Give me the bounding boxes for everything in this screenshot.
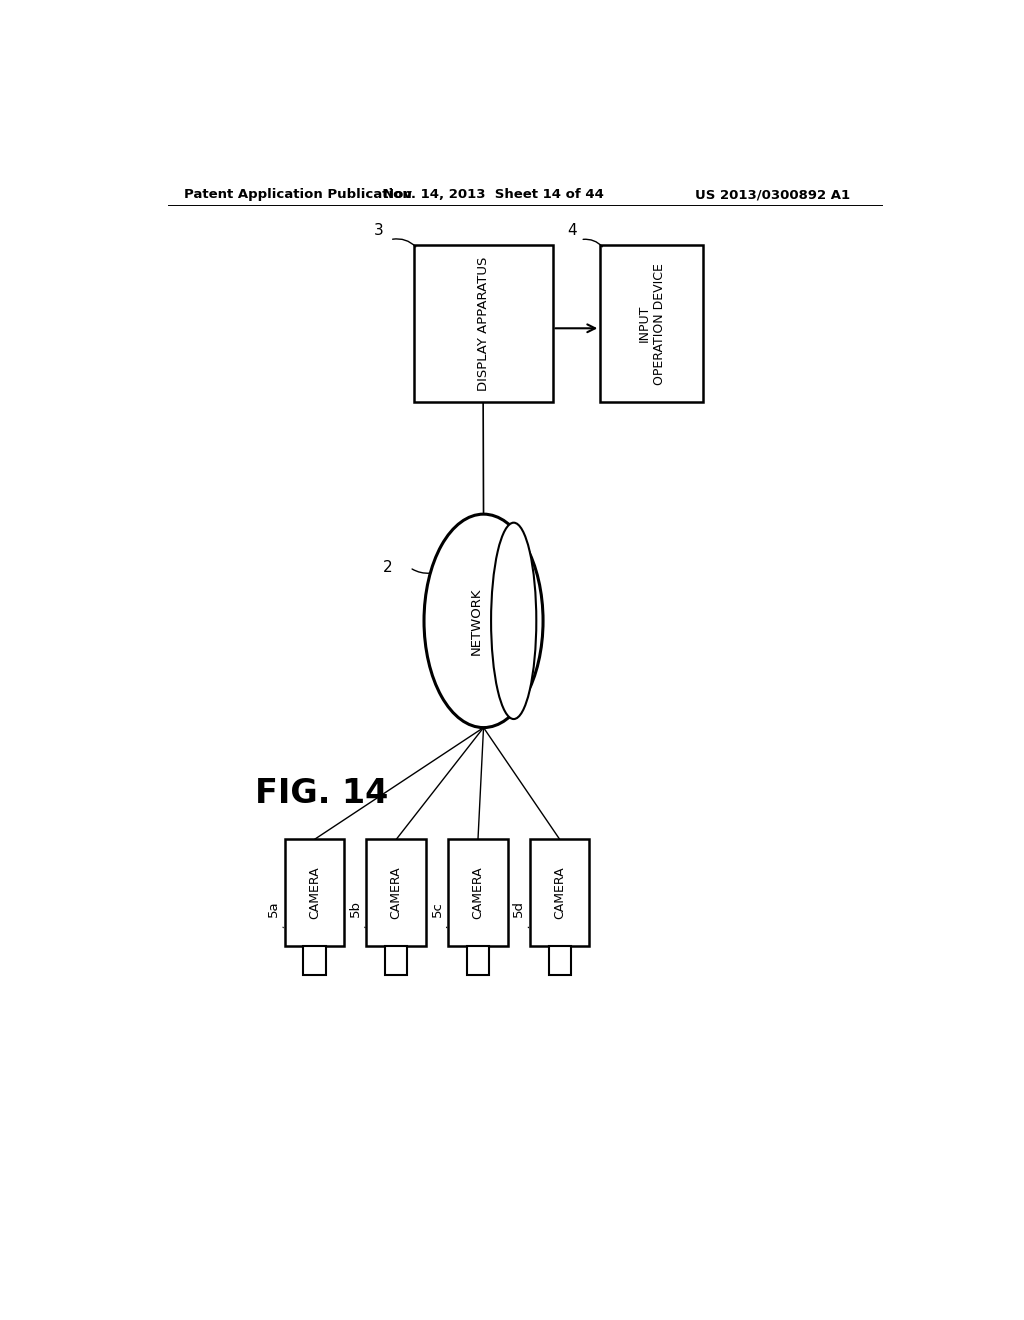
Bar: [449, 840, 508, 946]
Bar: [530, 840, 590, 946]
Bar: [549, 946, 570, 974]
Text: 5d: 5d: [512, 900, 525, 917]
Text: CAMERA: CAMERA: [308, 866, 321, 919]
Bar: [414, 244, 553, 403]
Bar: [367, 840, 426, 946]
Text: 3: 3: [374, 223, 384, 238]
Text: Patent Application Publication: Patent Application Publication: [183, 189, 412, 202]
Text: 5c: 5c: [430, 900, 443, 916]
Text: DISPLAY APPARATUS: DISPLAY APPARATUS: [476, 256, 489, 391]
Bar: [385, 946, 408, 974]
Text: Nov. 14, 2013  Sheet 14 of 44: Nov. 14, 2013 Sheet 14 of 44: [383, 189, 603, 202]
Text: CAMERA: CAMERA: [553, 866, 566, 919]
Bar: [467, 946, 489, 974]
Text: 4: 4: [566, 223, 577, 238]
Text: NETWORK: NETWORK: [470, 587, 483, 655]
Bar: [303, 946, 326, 974]
Text: US 2013/0300892 A1: US 2013/0300892 A1: [695, 189, 850, 202]
Bar: [285, 840, 344, 946]
Ellipse shape: [424, 515, 543, 727]
Text: INPUT
OPERATION DEVICE: INPUT OPERATION DEVICE: [638, 263, 666, 384]
Text: 5b: 5b: [349, 900, 361, 917]
Text: 2: 2: [383, 560, 392, 576]
Ellipse shape: [492, 523, 537, 719]
Text: 5a: 5a: [267, 900, 280, 917]
Text: FIG. 14: FIG. 14: [255, 777, 388, 810]
Text: CAMERA: CAMERA: [390, 866, 402, 919]
Bar: [600, 244, 703, 403]
Text: CAMERA: CAMERA: [471, 866, 484, 919]
